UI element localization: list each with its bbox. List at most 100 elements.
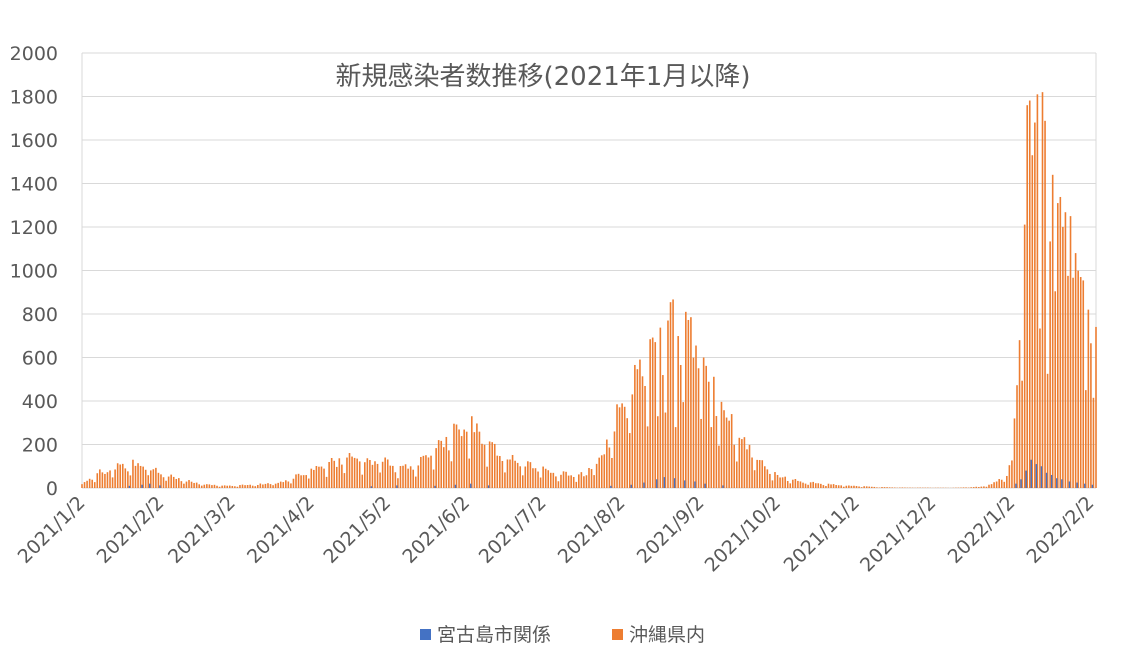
bar-okinawa <box>521 475 524 488</box>
bar-okinawa <box>333 460 336 488</box>
bar-miyakojima <box>656 479 658 488</box>
bar-okinawa <box>659 327 662 488</box>
bar-miyakojima <box>1068 481 1071 488</box>
bar-okinawa <box>409 466 412 488</box>
bar-okinawa <box>440 440 443 488</box>
bar-miyakojima <box>1040 466 1043 488</box>
x-tick-label: 2021/7/2 <box>475 492 551 568</box>
bar-okinawa <box>249 484 251 488</box>
bar-okinawa <box>1069 216 1072 488</box>
bar-okinawa <box>1054 291 1057 488</box>
bar-okinawa <box>845 485 848 488</box>
bar-okinawa <box>282 482 285 488</box>
bar-okinawa <box>292 478 295 488</box>
bar-okinawa <box>674 427 677 488</box>
bar-okinawa <box>1016 385 1018 488</box>
bar-miyakojima <box>1056 478 1058 488</box>
bar-okinawa <box>499 456 501 488</box>
y-tick-label: 1200 <box>10 217 58 239</box>
bar-okinawa <box>672 299 674 488</box>
bar-okinawa <box>297 473 300 488</box>
bar-okinawa <box>730 414 733 488</box>
bar-okinawa <box>386 459 389 488</box>
x-tick-label: 2021/1/2 <box>14 492 90 568</box>
bar-okinawa <box>213 484 216 488</box>
x-tick-label: 2022/1/2 <box>944 492 1020 568</box>
bar-okinawa <box>702 357 705 488</box>
bar-okinawa <box>753 470 756 488</box>
bar-okinawa <box>774 472 776 488</box>
bar-okinawa <box>305 475 308 488</box>
bar-okinawa <box>776 474 779 488</box>
bar-okinawa <box>1062 226 1064 488</box>
bar-okinawa <box>348 453 351 488</box>
bar-okinawa <box>626 418 629 488</box>
bar-okinawa <box>389 465 392 488</box>
bar-okinawa <box>302 475 305 488</box>
bar-okinawa <box>251 485 254 488</box>
bar-okinawa <box>473 432 476 488</box>
bar-okinawa <box>335 466 338 488</box>
bar-miyakojima <box>610 485 612 488</box>
bar-okinawa <box>662 375 664 488</box>
bar-okinawa <box>794 479 797 488</box>
bar-okinawa <box>575 481 578 488</box>
bar-okinawa <box>1074 253 1077 488</box>
bar-okinawa <box>720 401 723 488</box>
bar-okinawa <box>1092 397 1095 488</box>
bar-okinawa <box>193 482 195 488</box>
bar-okinawa <box>631 394 634 488</box>
bar-okinawa <box>203 484 206 488</box>
bar-okinawa <box>993 482 995 488</box>
bar-okinawa <box>975 486 978 488</box>
bar-okinawa <box>608 447 611 488</box>
bar-okinawa <box>532 468 534 488</box>
bar-okinawa <box>695 345 697 488</box>
bar-okinawa <box>901 487 904 488</box>
bar-okinawa <box>628 433 631 488</box>
bar-okinawa <box>491 442 493 488</box>
bar-okinawa <box>735 461 738 488</box>
bar-okinawa <box>649 339 651 488</box>
bar-okinawa <box>455 424 458 488</box>
x-tick-label: 2021/11/2 <box>780 492 864 576</box>
bar-okinawa <box>572 476 575 488</box>
bar-okinawa <box>616 404 618 488</box>
bar-okinawa <box>549 472 552 488</box>
bar-okinawa <box>149 470 152 488</box>
bar-okinawa <box>858 486 860 488</box>
bar-okinawa <box>842 486 845 488</box>
bar-okinawa <box>771 480 774 488</box>
bar-okinawa <box>121 463 124 488</box>
bar-okinawa <box>786 480 789 488</box>
bar-okinawa <box>211 485 213 488</box>
bar-okinawa <box>468 458 471 488</box>
y-tick-label: 2000 <box>10 43 58 65</box>
bar-miyakojima <box>1035 464 1038 488</box>
y-axis-ticks: 0 200 400 600 800 1000 1200 1400 1600 1800 2000 <box>10 43 58 500</box>
bar-okinawa <box>353 457 356 488</box>
bar-okinawa <box>781 477 784 488</box>
bar-okinawa <box>621 403 623 488</box>
bar-okinawa <box>972 487 975 488</box>
x-tick-label: 2021/5/2 <box>319 492 395 568</box>
bar-okinawa <box>1056 203 1059 488</box>
bar-okinawa <box>185 481 188 488</box>
bar-okinawa <box>544 468 547 488</box>
bar-okinawa <box>509 459 511 488</box>
bar-okinawa <box>567 475 570 488</box>
bar-miyakojima <box>141 484 143 488</box>
bar-okinawa <box>1044 120 1046 489</box>
bar-okinawa <box>320 466 323 488</box>
bar-okinawa <box>1064 212 1067 488</box>
bar-miyakojima <box>454 484 457 488</box>
bar-okinawa <box>654 342 657 488</box>
bar-okinawa <box>983 486 985 488</box>
bar-okinawa <box>223 485 226 488</box>
bar-okinawa <box>476 423 478 488</box>
bar-okinawa <box>157 472 160 488</box>
bar-okinawa <box>86 480 88 488</box>
bar-okinawa <box>1046 373 1049 488</box>
bar-okinawa <box>371 464 374 488</box>
bar-okinawa <box>272 485 274 488</box>
